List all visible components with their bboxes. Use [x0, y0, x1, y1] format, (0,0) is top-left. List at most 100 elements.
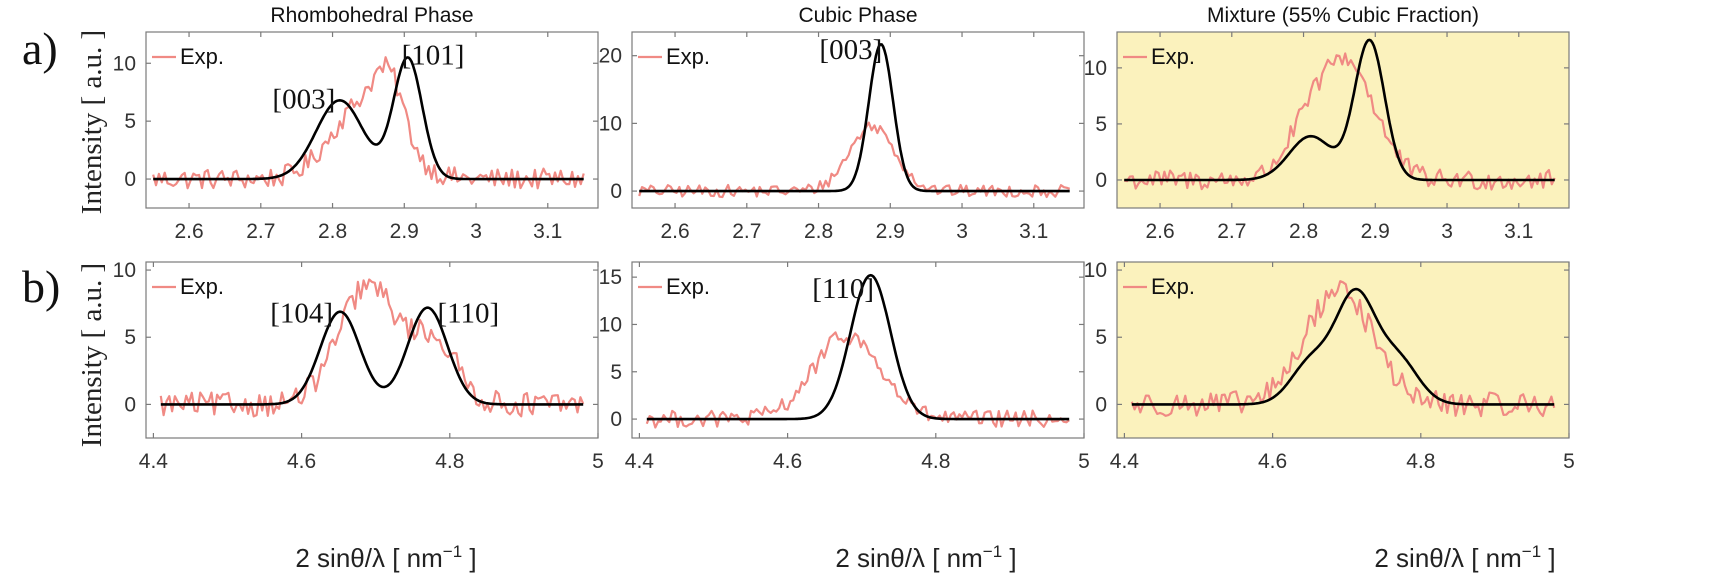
y-tick-label: 0: [610, 408, 622, 431]
y-tick-label: 10: [599, 313, 622, 336]
y-tick-label: 5: [1095, 113, 1107, 136]
panel-title: Rhombohedral Phase: [270, 4, 473, 27]
y-tick-label: 10: [113, 52, 136, 75]
fit-series-line: [1131, 287, 1555, 406]
plot-area: [632, 262, 1084, 438]
x-tick-label: 3.1: [1504, 220, 1533, 243]
x-tick-label: 4.8: [1406, 450, 1435, 473]
x-tick-label: 3: [1441, 220, 1453, 243]
x-tick-label: 4.6: [287, 450, 316, 473]
x-tick-label: 5: [1563, 450, 1575, 473]
x-tick-label: 3.1: [533, 220, 562, 243]
y-tick-label: 10: [599, 112, 622, 135]
x-tick-label: 4.4: [625, 450, 655, 473]
fit-series-line: [153, 56, 584, 181]
x-tick-label: 2.7: [1217, 220, 1246, 243]
row-label-a: a): [22, 23, 58, 74]
fit-series-line: [646, 273, 1070, 421]
x-axis-label-main: 2 sinθ/λ [ nm: [295, 543, 442, 573]
fit-series-line: [160, 306, 584, 406]
x-tick-label: 2.8: [318, 220, 347, 243]
y-tick-label: 10: [1084, 259, 1107, 282]
y-tick-label: 0: [610, 180, 622, 203]
x-tick-label: 2.8: [1289, 220, 1318, 243]
axes-frame: [145, 261, 599, 439]
panel-title: Cubic Phase: [798, 4, 917, 27]
y-axis-label-row-b: Intensity [ a.u. ]: [76, 263, 108, 447]
legend-label: Exp.: [1151, 274, 1195, 299]
x-axis-label-end: ]: [462, 543, 476, 573]
y-tick-label: 5: [124, 326, 136, 349]
x-axis-label-exponent: −1: [983, 542, 1002, 561]
x-tick-label: 3: [470, 220, 482, 243]
peak-annotation: [110]: [437, 297, 499, 329]
plot-data: [645, 273, 1070, 429]
y-tick-label: 0: [1095, 169, 1107, 192]
fit-series-line: [1124, 38, 1555, 182]
panel-a3: 2.6 2.7 2.8 2.9 3 3.1 0 5 10 Mixture (55% Cubic F…: [1084, 4, 1570, 243]
y-tick-label: 0: [124, 393, 136, 416]
axes-frame: [145, 31, 599, 209]
legend-label: Exp.: [1151, 44, 1195, 69]
legend-label: Exp.: [666, 44, 710, 69]
x-axis-label-end: ]: [1541, 543, 1555, 573]
peak-annotation: [101]: [402, 39, 465, 71]
x-tick-label: 4.6: [1258, 450, 1287, 473]
experimental-series-line: [1130, 280, 1556, 418]
x-tick-label: 2.7: [246, 220, 275, 243]
x-axis-label-col-2: 2 sinθ/λ [ nm−1 ]: [835, 542, 1016, 573]
y-tick-label: 10: [113, 259, 136, 282]
x-axis-label-end: ]: [1002, 543, 1016, 573]
experimental-series-line: [645, 331, 1070, 429]
x-tick-label: 4.6: [773, 450, 802, 473]
panel-title: Mixture (55% Cubic Fraction): [1207, 4, 1479, 27]
y-tick-label: 0: [1095, 393, 1107, 416]
x-tick-label: 2.9: [876, 220, 905, 243]
plot-area: [1117, 262, 1569, 438]
plot-area: [632, 32, 1084, 208]
x-tick-label: 2.9: [390, 220, 419, 243]
panel-b3: 4.4 4.6 4.8 5 0 5 10 Exp.: [1084, 259, 1575, 473]
y-tick-label: 10: [1084, 57, 1107, 80]
peak-annotation: [003]: [819, 34, 882, 66]
legend-label: Exp.: [180, 274, 224, 299]
panel-b1: 4.4 4.6 4.8 5 0 5 10 Exp. [104] [110]: [113, 259, 604, 473]
y-tick-label: 5: [610, 361, 622, 384]
x-axis-label-exponent: −1: [1522, 542, 1541, 561]
x-tick-label: 2.9: [1361, 220, 1390, 243]
x-tick-label: 4.4: [139, 450, 169, 473]
y-tick-label: 20: [599, 45, 622, 68]
peak-annotation: [003]: [272, 83, 335, 115]
x-tick-label: 2.6: [660, 220, 689, 243]
x-axis-label-main: 2 sinθ/λ [ nm: [835, 543, 982, 573]
x-tick-label: 2.7: [732, 220, 761, 243]
x-axis-label-main: 2 sinθ/λ [ nm: [1374, 543, 1521, 573]
y-tick-label: 5: [124, 110, 136, 133]
experimental-series-line: [159, 278, 585, 418]
x-axis-label-exponent: −1: [443, 542, 462, 561]
x-tick-label: 4.8: [435, 450, 464, 473]
x-tick-label: 5: [1078, 450, 1090, 473]
x-tick-label: 2.8: [804, 220, 833, 243]
x-tick-label: 3: [956, 220, 968, 243]
axes-frame: [1116, 31, 1570, 209]
legend-label: Exp.: [666, 274, 710, 299]
x-tick-label: 2.6: [1145, 220, 1174, 243]
peak-annotation: [110]: [812, 273, 874, 305]
plot-data: [1130, 280, 1556, 418]
y-tick-label: 0: [124, 168, 136, 191]
plot-data: [1123, 38, 1556, 191]
x-tick-label: 4.8: [921, 450, 950, 473]
plot-data: [638, 43, 1071, 199]
axes-frame: [1116, 261, 1570, 439]
x-tick-label: 3.1: [1019, 220, 1048, 243]
x-axis-label-col-1: 2 sinθ/λ [ nm−1 ]: [295, 542, 476, 573]
x-axis-label-col-3: 2 sinθ/λ [ nm−1 ]: [1374, 542, 1555, 573]
panel-a2: 2.6 2.7 2.8 2.9 3 3.1 0 10 20 Cubic Phase Exp. [003…: [599, 4, 1085, 243]
axes-frame: [631, 31, 1085, 209]
plot-data: [152, 56, 585, 190]
legend-label: Exp.: [180, 44, 224, 69]
y-tick-label: 15: [599, 266, 622, 289]
panel-a1: 2.6 2.7 2.8 2.9 3 3.1 0 5 10 Rhombohedral Phase Ex…: [113, 4, 599, 243]
y-axis-label-row-a: Intensity [ a.u. ]: [76, 30, 108, 214]
